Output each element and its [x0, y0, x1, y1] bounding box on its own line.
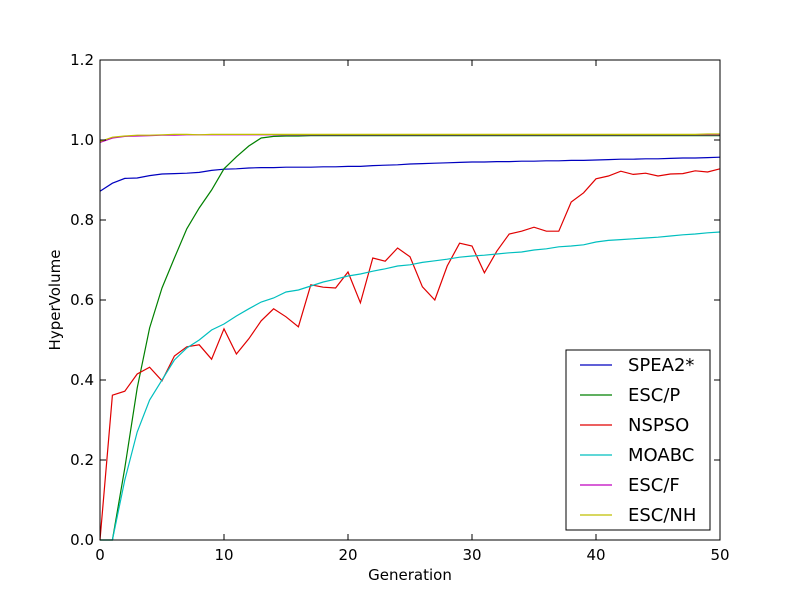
series-line-1 — [100, 135, 720, 541]
series-line-0 — [99, 156, 721, 192]
series-line-2 — [99, 168, 721, 541]
y-tick-label: 1.0 — [70, 131, 94, 149]
legend: SPEA2* ESC/P NSPSO MOABC ESC/F ESC/NH — [565, 349, 711, 531]
legend-box — [565, 349, 711, 531]
y-tick-label: 0.2 — [70, 451, 94, 469]
x-tick-label: 10 — [214, 546, 233, 564]
y-tick-label: 0.8 — [70, 211, 94, 229]
series-line-5 — [99, 133, 720, 143]
x-tick-label: 30 — [462, 546, 481, 564]
y-axis-label: HyperVolume — [46, 250, 64, 351]
legend-label-5: ESC/NH — [628, 505, 696, 526]
x-tick-label: 40 — [586, 546, 605, 564]
x-axis-label: Generation — [368, 566, 452, 584]
legend-label-4: ESC/F — [628, 475, 680, 496]
series-line-3 — [100, 231, 721, 541]
x-tick-label: 0 — [95, 546, 105, 564]
legend-label-0: SPEA2* — [628, 355, 694, 376]
series-layer — [99, 133, 721, 541]
y-tick-label: 1.2 — [70, 51, 94, 69]
legend-label-1: ESC/P — [628, 385, 680, 406]
y-tick-label: 0.6 — [70, 291, 94, 309]
y-tick-label: 0.0 — [70, 531, 94, 549]
tick-labels-layer: 0 10 20 30 40 50 0.0 0.2 0.4 0.6 0.8 1.0 1.2 — [70, 51, 729, 564]
ticks-layer — [99, 59, 721, 541]
x-tick-label: 50 — [710, 546, 729, 564]
legend-label-2: NSPSO — [628, 415, 689, 436]
y-tick-label: 0.4 — [70, 371, 94, 389]
x-tick-label: 20 — [338, 546, 357, 564]
legend-label-3: MOABC — [628, 445, 694, 466]
